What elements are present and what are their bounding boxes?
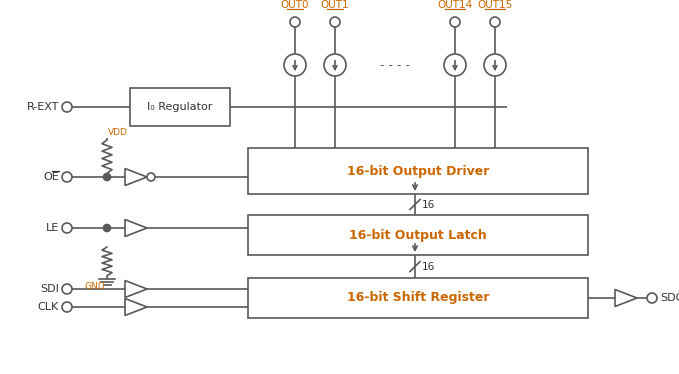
Circle shape: [330, 17, 340, 27]
Circle shape: [103, 174, 111, 181]
Polygon shape: [615, 289, 637, 307]
Circle shape: [103, 224, 111, 232]
Circle shape: [490, 17, 500, 27]
Text: - - - -: - - - -: [380, 58, 410, 71]
Circle shape: [62, 302, 72, 312]
Text: CLK: CLK: [38, 302, 59, 312]
Circle shape: [62, 284, 72, 294]
Text: I₀ Regulator: I₀ Regulator: [147, 102, 213, 112]
Bar: [248, 148, 588, 194]
Text: OUT1: OUT1: [320, 0, 349, 10]
Text: OUT0: OUT0: [280, 0, 309, 10]
Text: SDI: SDI: [40, 284, 59, 294]
Bar: [130, 88, 230, 126]
Circle shape: [290, 17, 300, 27]
Bar: [248, 278, 588, 318]
Text: LE: LE: [45, 223, 59, 233]
Circle shape: [147, 173, 155, 181]
Text: 16-bit Output Driver: 16-bit Output Driver: [347, 165, 489, 178]
Text: GND: GND: [84, 282, 105, 291]
Polygon shape: [125, 280, 147, 297]
Circle shape: [324, 54, 346, 76]
Text: 16-bit Output Latch: 16-bit Output Latch: [349, 229, 487, 242]
Polygon shape: [125, 169, 147, 186]
Text: OUT14: OUT14: [437, 0, 473, 10]
Circle shape: [62, 102, 72, 112]
Text: 16: 16: [422, 199, 435, 209]
Bar: [248, 215, 588, 255]
Text: VDD: VDD: [108, 128, 128, 137]
Circle shape: [62, 223, 72, 233]
Text: 16: 16: [422, 261, 435, 272]
Polygon shape: [125, 298, 147, 316]
Text: R-EXT: R-EXT: [26, 102, 59, 112]
Text: OUT15: OUT15: [477, 0, 513, 10]
Text: SDO: SDO: [660, 293, 679, 303]
Circle shape: [444, 54, 466, 76]
Circle shape: [647, 293, 657, 303]
Text: 16-bit Shift Register: 16-bit Shift Register: [347, 291, 490, 304]
Circle shape: [284, 54, 306, 76]
Polygon shape: [125, 220, 147, 236]
Circle shape: [62, 172, 72, 182]
Circle shape: [450, 17, 460, 27]
Circle shape: [484, 54, 506, 76]
Text: OE: OE: [43, 172, 59, 182]
